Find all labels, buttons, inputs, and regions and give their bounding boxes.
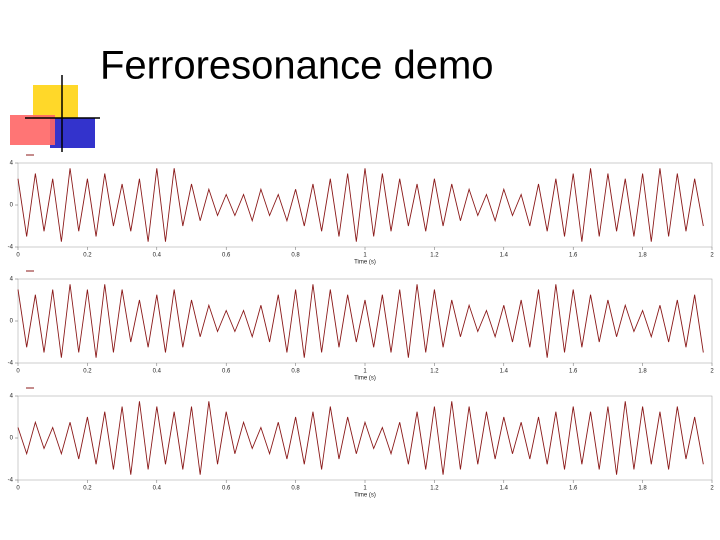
y-tick-label: -4 bbox=[8, 478, 14, 484]
x-tick-label: 1.2 bbox=[430, 369, 439, 375]
deco-blue bbox=[50, 118, 95, 148]
x-axis-label: Time (s) bbox=[354, 260, 376, 266]
x-tick-label: 0.8 bbox=[291, 253, 300, 259]
y-tick-label: 0 bbox=[10, 203, 14, 209]
x-tick-label: 1.6 bbox=[569, 486, 578, 492]
x-tick-label: 0 bbox=[16, 486, 20, 492]
x-tick-label: 0 bbox=[16, 253, 20, 259]
x-tick-label: 1 bbox=[363, 486, 367, 492]
x-tick-label: 0.6 bbox=[222, 369, 231, 375]
x-tick-label: 1.2 bbox=[430, 486, 439, 492]
waveform bbox=[17, 284, 704, 358]
deco-red bbox=[10, 115, 55, 145]
x-tick-label: 1.6 bbox=[569, 253, 578, 259]
x-tick-label: 0.8 bbox=[291, 369, 300, 375]
x-tick-label: 1.8 bbox=[638, 369, 647, 375]
x-tick-label: 1.8 bbox=[638, 253, 647, 259]
x-tick-label: 1 bbox=[363, 369, 367, 375]
x-tick-label: 0.8 bbox=[291, 486, 300, 492]
x-tick-label: 0 bbox=[16, 369, 20, 375]
y-tick-label: 0 bbox=[10, 436, 14, 442]
y-tick-label: 4 bbox=[10, 394, 14, 400]
x-tick-label: 0.2 bbox=[83, 486, 92, 492]
x-tick-label: 1 bbox=[363, 253, 367, 259]
x-tick-label: 0.2 bbox=[83, 253, 92, 259]
x-axis-label: Time (s) bbox=[354, 376, 376, 382]
x-tick-label: 0.4 bbox=[153, 486, 162, 492]
x-tick-label: 1.8 bbox=[638, 486, 647, 492]
x-tick-label: 0.4 bbox=[153, 369, 162, 375]
x-tick-label: 1.2 bbox=[430, 253, 439, 259]
y-tick-label: 0 bbox=[10, 319, 14, 325]
x-tick-label: 0.2 bbox=[83, 369, 92, 375]
x-tick-label: 1.4 bbox=[500, 486, 509, 492]
deco-yellow bbox=[33, 85, 78, 119]
y-tick-label: -4 bbox=[8, 361, 14, 367]
waveform bbox=[17, 168, 704, 242]
waveform bbox=[17, 401, 704, 475]
x-tick-label: 1.6 bbox=[569, 369, 578, 375]
y-tick-label: 4 bbox=[10, 161, 14, 167]
slide-title: Ferroresonance demo bbox=[100, 44, 494, 88]
x-tick-label: 2 bbox=[710, 369, 714, 375]
x-tick-label: 2 bbox=[710, 253, 714, 259]
y-tick-label: -4 bbox=[8, 245, 14, 251]
x-axis-label: Time (s) bbox=[354, 493, 376, 499]
x-tick-label: 0.4 bbox=[153, 253, 162, 259]
x-tick-label: 0.6 bbox=[222, 253, 231, 259]
x-tick-label: 1.4 bbox=[500, 369, 509, 375]
x-tick-label: 2 bbox=[710, 486, 714, 492]
y-tick-label: 4 bbox=[10, 277, 14, 283]
x-tick-label: 1.4 bbox=[500, 253, 509, 259]
x-tick-label: 0.6 bbox=[222, 486, 231, 492]
